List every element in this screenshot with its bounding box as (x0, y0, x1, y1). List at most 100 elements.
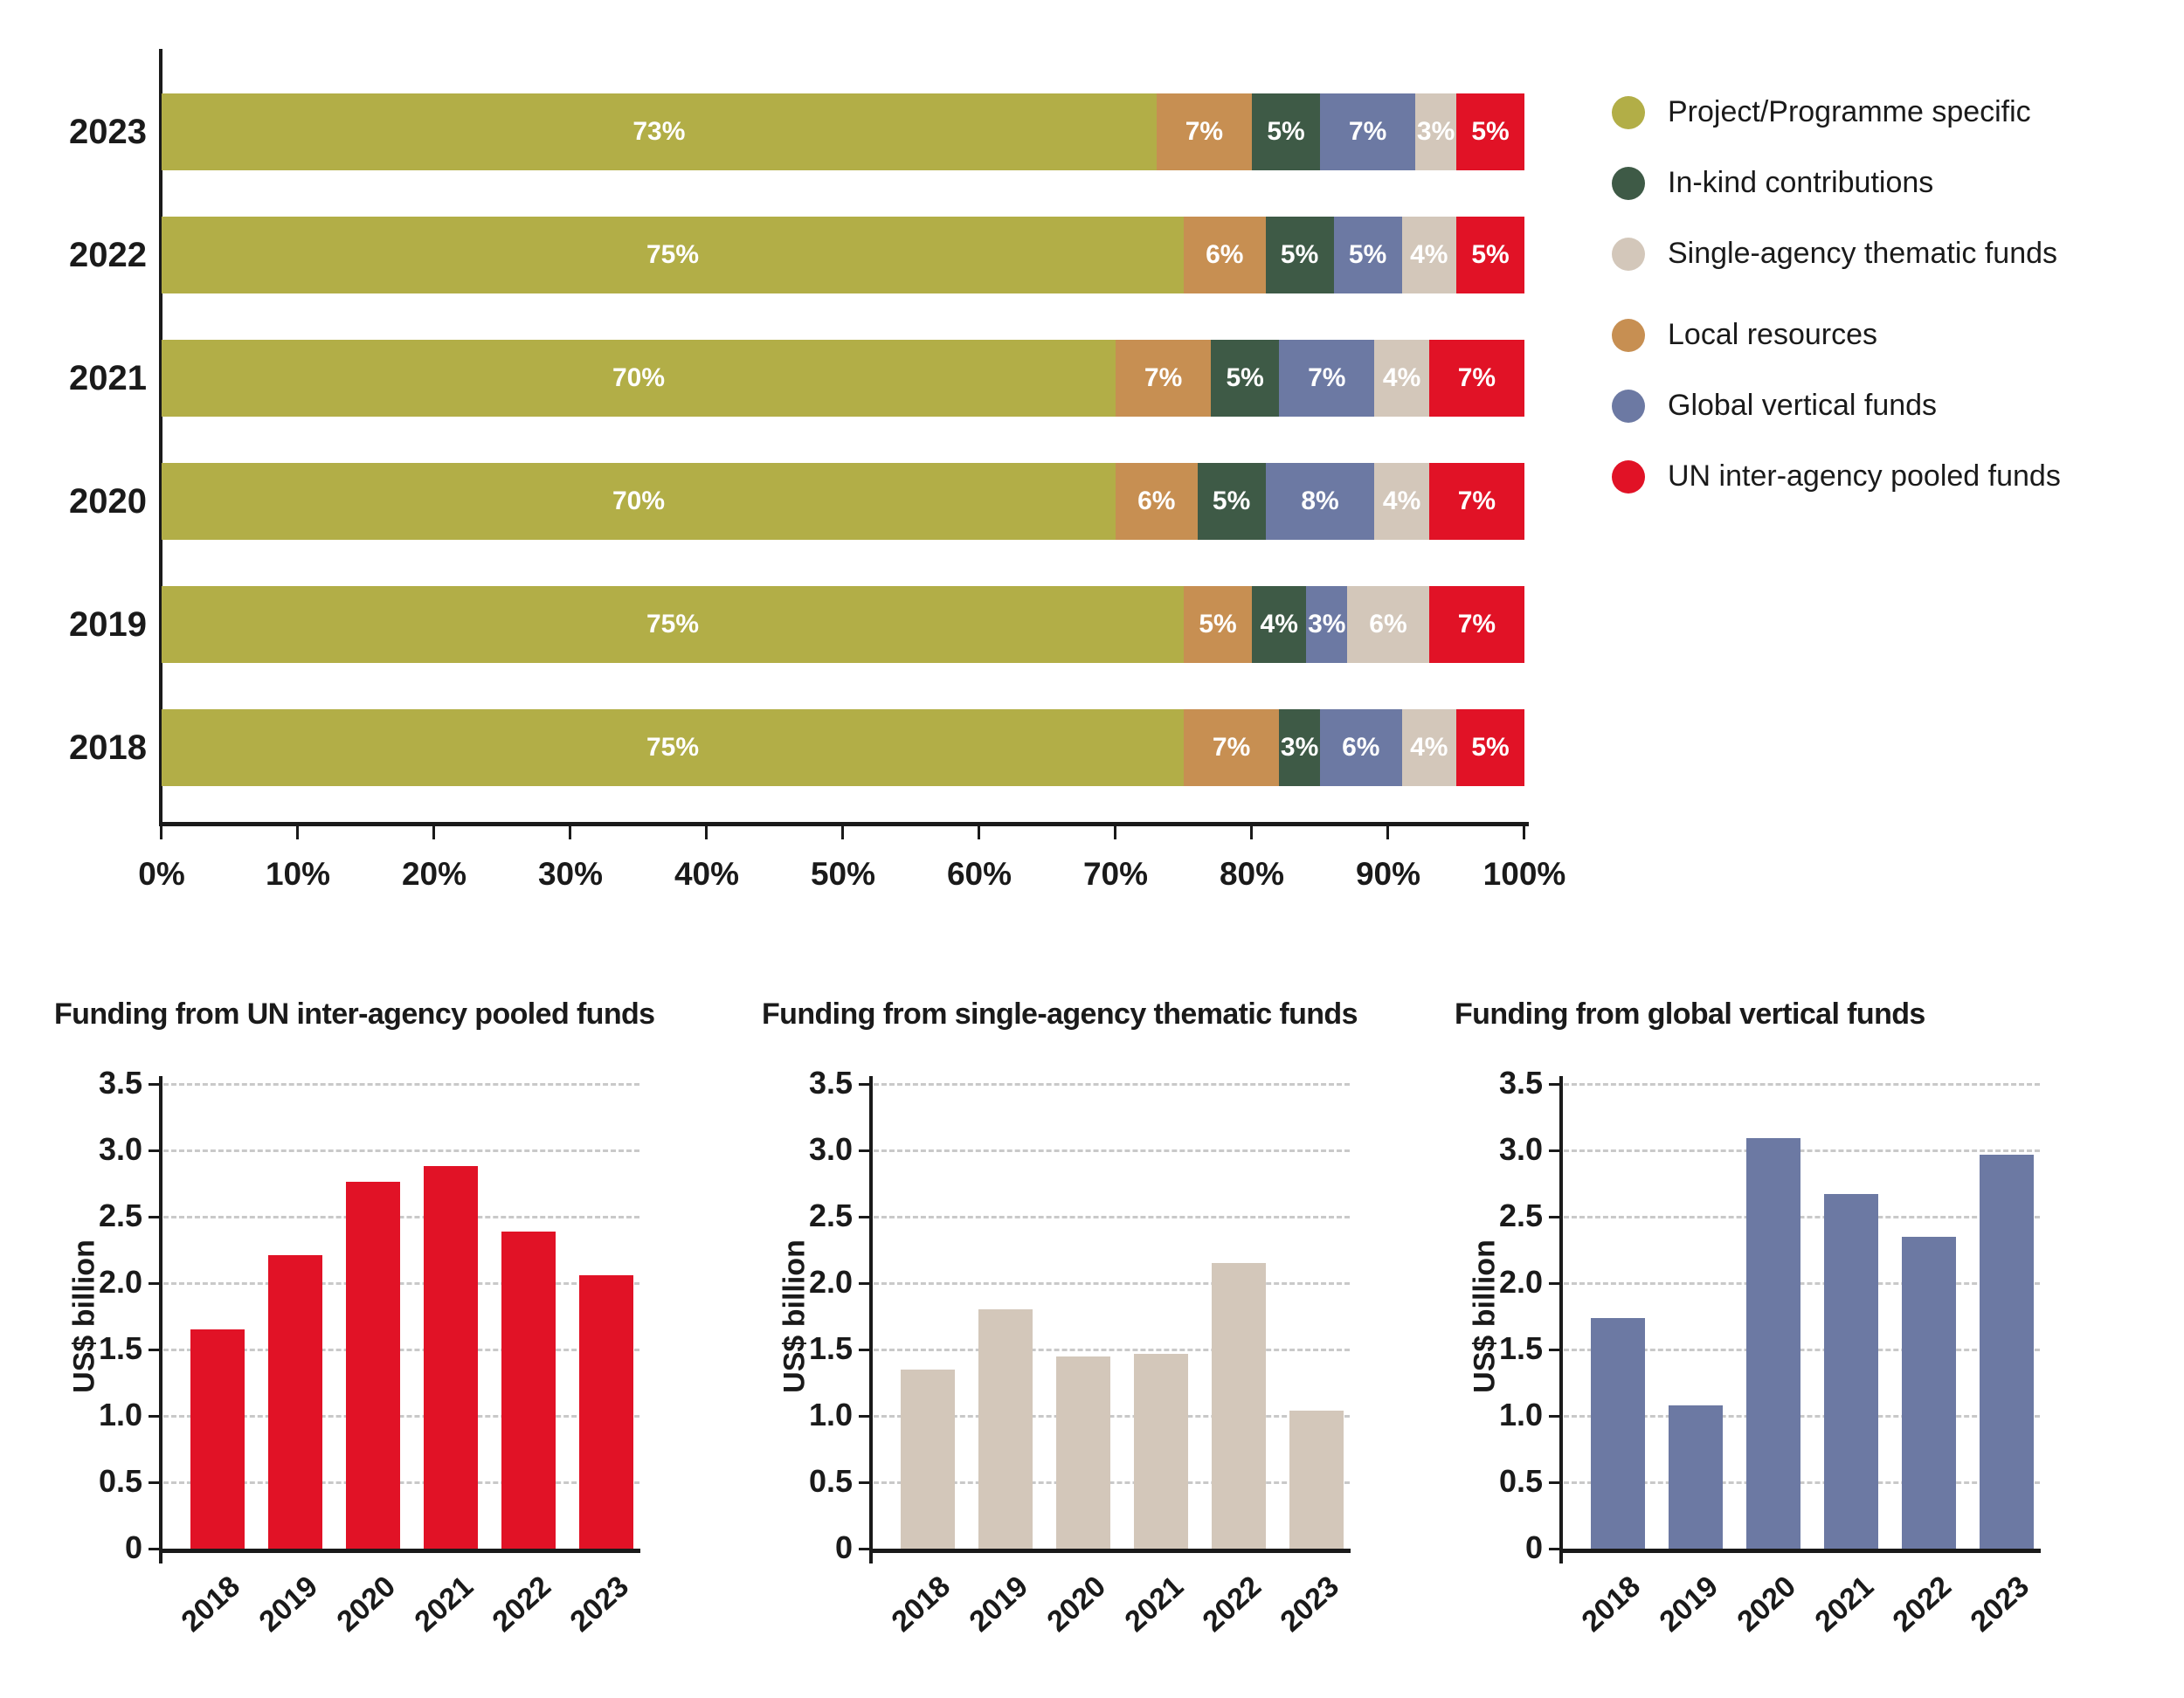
bar-segment-vertical: 8% (1265, 463, 1375, 540)
y-axis-label: US$ billion (1468, 1239, 1502, 1393)
gridline (874, 1149, 1350, 1152)
bar-segment-project: 70% (162, 340, 1116, 417)
y-tick (149, 1481, 160, 1484)
x-axis-line (159, 1549, 640, 1553)
segment-value-label: 7% (1212, 733, 1251, 762)
gridline (874, 1481, 1350, 1484)
x-tick-label: 80% (1219, 856, 1285, 892)
y-tick-label: 1.0 (98, 1397, 142, 1432)
x-category-label: 2021 (1808, 1570, 1881, 1639)
chart-title: Funding from global vertical funds (1455, 997, 1925, 1031)
x-category-label: 2023 (563, 1570, 636, 1639)
year-label: 2020 (69, 481, 147, 521)
bar-segment-thematic: 4% (1374, 463, 1429, 540)
legend-label: Local resources (1668, 318, 1878, 351)
bar-2023 (1980, 1154, 2034, 1549)
y-tick-label: 1.0 (1498, 1397, 1543, 1432)
legend: Project/Programme specific In-kind contri… (1612, 95, 2061, 530)
x-tick (569, 826, 571, 839)
segment-value-label: 6% (1369, 610, 1407, 638)
y-tick-label: 1.5 (98, 1330, 142, 1366)
x-axis-line (1559, 1549, 2041, 1553)
legend-item-project: Project/Programme specific (1612, 95, 2061, 129)
year-label: 2019 (69, 604, 147, 644)
segment-value-label: 5% (1267, 117, 1305, 146)
bar-segment-pooled: 7% (1428, 463, 1524, 540)
gridline (1564, 1083, 2040, 1086)
y-tick (1549, 1282, 1560, 1285)
bar-segment-thematic: 4% (1374, 340, 1429, 417)
gridline (874, 1216, 1350, 1218)
bar-segment-pooled: 7% (1428, 340, 1524, 417)
segment-value-label: 6% (1206, 240, 1244, 269)
x-category-label: 2020 (1731, 1570, 1803, 1639)
stacked-bar-chart: 2023 73% 7% 5% 7% 3% 5% 2022 75% 6% 5% 5% 4% 5% 2021 70… (0, 0, 1572, 935)
legend-color-dot-icon (1612, 166, 1645, 200)
bar-segment-thematic: 4% (1401, 217, 1456, 293)
y-tick (149, 1083, 160, 1086)
x-tick-label: 100% (1482, 856, 1566, 892)
y-tick-label: 3.0 (808, 1131, 853, 1167)
segment-value-label: 5% (1348, 240, 1387, 269)
year-label: 2023 (69, 112, 147, 151)
bar-2021 (1824, 1194, 1878, 1549)
x-category-label: 2020 (1040, 1570, 1113, 1639)
legend-label: Single-agency thematic funds (1668, 237, 2058, 270)
segment-value-label: 7% (1144, 363, 1183, 392)
legend-color-dot-icon (1612, 95, 1645, 129)
x-category-label: 2021 (408, 1570, 480, 1639)
bar-segment-pooled: 5% (1456, 93, 1524, 170)
x-category-label: 2023 (1964, 1570, 2036, 1639)
y-axis-line (869, 1076, 873, 1563)
bar-2021 (1134, 1353, 1188, 1549)
legend-item-inkind: In-kind contributions (1612, 166, 2061, 200)
x-tick-label: 20% (401, 856, 467, 892)
x-axis-line (869, 1549, 1351, 1553)
y-tick-label: 3.5 (1498, 1065, 1543, 1101)
segment-value-label: 3% (1308, 610, 1346, 638)
y-axis-line (159, 1076, 162, 1563)
x-category-label: 2020 (330, 1570, 403, 1639)
y-tick-label: 3.0 (98, 1131, 142, 1167)
chart-title: Funding from single-agency thematic fund… (762, 997, 1358, 1031)
y-tick (149, 1548, 160, 1550)
gridline (163, 1216, 639, 1218)
segment-value-label: 3% (1280, 733, 1319, 762)
x-category-label: 2019 (963, 1570, 1035, 1639)
gridline (1564, 1481, 2040, 1484)
x-tick (1386, 826, 1389, 839)
y-tick-label: 3.0 (1498, 1131, 1543, 1167)
segment-value-label: 70% (612, 363, 666, 392)
gridline (1564, 1282, 2040, 1285)
segment-value-label: 4% (1410, 240, 1448, 269)
bar-2023 (579, 1274, 633, 1549)
gridline (1564, 1349, 2040, 1351)
y-tick-label: 0.5 (98, 1463, 142, 1499)
bar-2022 (1212, 1263, 1266, 1549)
bar-segment-project: 75% (162, 586, 1184, 663)
y-tick (859, 1548, 870, 1550)
segment-value-label: 75% (646, 733, 700, 762)
segment-value-label: 5% (1212, 487, 1251, 515)
y-tick (859, 1415, 870, 1418)
bar-2019 (978, 1309, 1033, 1549)
bar-segment-vertical: 5% (1333, 217, 1402, 293)
bar-segment-pooled: 7% (1428, 586, 1524, 663)
y-tick-label: 2.0 (808, 1264, 853, 1300)
bar-2022 (1902, 1236, 1956, 1549)
y-tick-label: 0.5 (1498, 1463, 1543, 1499)
segment-value-label: 6% (1137, 487, 1176, 515)
segment-value-label: 75% (646, 610, 700, 638)
y-tick-label: 2.0 (1498, 1264, 1543, 1300)
y-tick-label: 3.5 (98, 1065, 142, 1101)
segment-value-label: 5% (1280, 240, 1319, 269)
bar-segment-pooled: 5% (1456, 709, 1524, 786)
segment-value-label: 7% (1185, 117, 1224, 146)
segment-value-label: 7% (1457, 363, 1496, 392)
y-tick (1549, 1083, 1560, 1086)
gridline (163, 1282, 639, 1285)
y-tick (1549, 1415, 1560, 1418)
gridline (874, 1282, 1350, 1285)
legend-item-vertical: Global vertical funds (1612, 389, 2061, 423)
